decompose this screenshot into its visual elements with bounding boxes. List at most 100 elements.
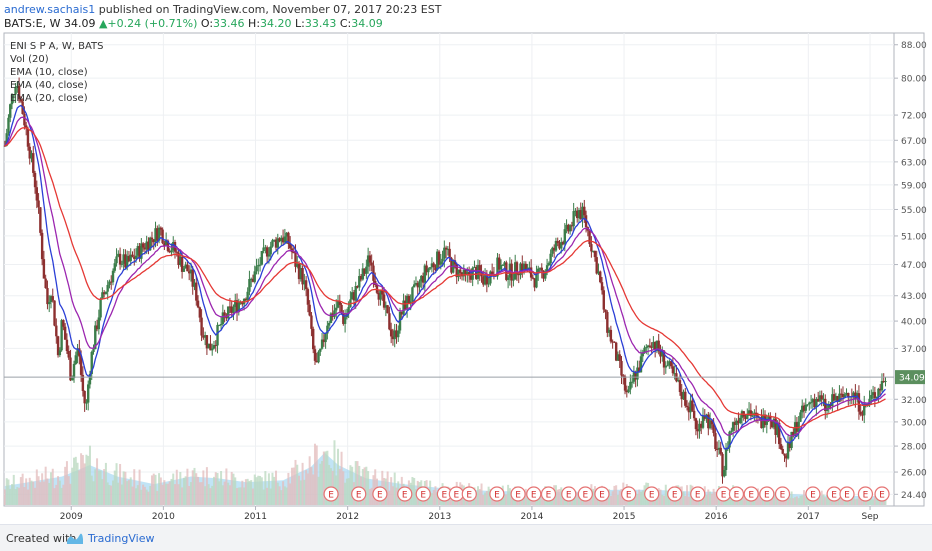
- volume-bar: [197, 476, 200, 505]
- candle-body: [822, 398, 825, 400]
- volume-bar: [875, 493, 878, 505]
- volume-bar: [707, 489, 710, 505]
- candle-body: [446, 248, 450, 250]
- volume-bar: [577, 493, 580, 505]
- volume-bar: [78, 470, 81, 505]
- candle-body: [503, 262, 506, 265]
- candle-body: [487, 283, 490, 285]
- candle-body: [285, 232, 288, 237]
- candle-body: [676, 380, 680, 382]
- publish-line: andrew.sachais1 published on TradingView…: [4, 3, 441, 16]
- candle-body: [407, 295, 411, 303]
- candle-body: [264, 247, 267, 249]
- earnings-marker-label: E: [844, 491, 850, 501]
- volume-bar: [795, 496, 798, 505]
- earnings-marker-label: E: [831, 491, 837, 501]
- candle-body: [212, 345, 216, 349]
- volume-bar: [436, 492, 439, 505]
- candle-body: [83, 390, 86, 404]
- candle-body: [395, 330, 398, 338]
- candle-body: [393, 330, 396, 340]
- candle-body: [226, 306, 230, 319]
- candle-body: [797, 421, 800, 432]
- volume-bar: [104, 462, 107, 505]
- x-tick-label: 2010: [152, 512, 175, 522]
- candle-body: [593, 250, 597, 258]
- candle-body: [623, 376, 627, 391]
- volume-bar: [434, 486, 437, 505]
- candle-body: [74, 355, 77, 364]
- volume-bar: [41, 473, 44, 505]
- candle-body: [46, 288, 49, 305]
- close-value: 34.09: [351, 17, 383, 30]
- candle-body: [3, 145, 7, 147]
- candle-body: [815, 398, 818, 407]
- candle-body: [728, 431, 731, 448]
- candle-body: [770, 420, 774, 428]
- volume-bar: [108, 485, 111, 505]
- volume-bar: [234, 477, 237, 505]
- candle-body: [219, 324, 223, 326]
- candle-body: [269, 246, 272, 255]
- created-with-label: Created with: [6, 532, 77, 545]
- volume-bar: [83, 463, 86, 505]
- volume-bar: [76, 462, 79, 505]
- volume-bar: [659, 489, 662, 505]
- volume-bar: [476, 486, 479, 505]
- candle-body: [23, 113, 26, 126]
- volume-bar: [207, 484, 210, 505]
- earnings-marker: [621, 486, 637, 502]
- candle-body: [265, 247, 269, 257]
- earnings-marker-label: E: [764, 491, 770, 501]
- candle-body: [170, 250, 173, 253]
- candle-body: [506, 277, 510, 280]
- candle-body: [441, 258, 444, 262]
- volume-bar: [702, 495, 705, 505]
- candle-body: [186, 264, 189, 272]
- volume-bar: [110, 485, 113, 505]
- candle-body: [567, 224, 570, 232]
- volume-bar: [368, 489, 371, 505]
- candle-body: [473, 266, 476, 268]
- candle-body: [365, 266, 368, 274]
- candle-body: [599, 271, 602, 283]
- earnings-marker: [774, 486, 791, 502]
- volume-bar: [843, 498, 846, 505]
- volume-bar: [18, 487, 21, 505]
- earnings-marker-label: E: [748, 491, 754, 501]
- candle-body: [723, 469, 726, 477]
- last-price-tag: [895, 370, 925, 385]
- volume-bar: [257, 475, 260, 505]
- volume-bar: [99, 470, 102, 505]
- candle-body: [19, 99, 23, 102]
- volume-bar: [333, 440, 336, 505]
- candle-body: [774, 418, 777, 435]
- volume-bar: [282, 481, 285, 505]
- tradingview-link[interactable]: TradingView: [88, 532, 155, 545]
- candle-body: [680, 392, 683, 400]
- volume-bar: [354, 461, 357, 505]
- volume-bar: [726, 496, 729, 505]
- volume-bar: [710, 493, 713, 505]
- publish-info: published on TradingView.com, November 0…: [98, 3, 442, 16]
- earnings-marker: [690, 486, 706, 502]
- candle-body: [811, 399, 815, 403]
- earnings-marker: [644, 486, 660, 502]
- candle-body: [141, 243, 145, 248]
- volume-bar: [592, 488, 595, 505]
- candle-body: [703, 415, 706, 419]
- author-link[interactable]: andrew.sachais1: [4, 3, 96, 16]
- candle-body: [607, 329, 611, 333]
- volume-bar: [131, 486, 134, 505]
- ema-20-line: [4, 116, 886, 437]
- volume-bar: [204, 486, 207, 505]
- earnings-marker-label: E: [494, 491, 500, 501]
- volume-bar: [220, 471, 223, 505]
- volume-bar: [127, 480, 130, 505]
- candle-body: [381, 290, 384, 295]
- volume-bar: [540, 493, 543, 505]
- y-tick-label: 28.00: [901, 443, 927, 453]
- candle-body: [218, 324, 221, 326]
- candle-body: [322, 339, 326, 343]
